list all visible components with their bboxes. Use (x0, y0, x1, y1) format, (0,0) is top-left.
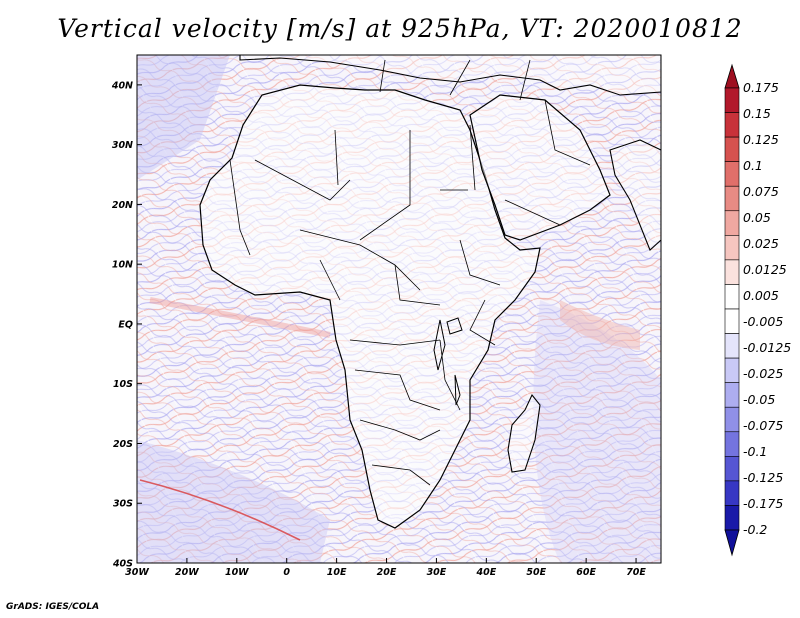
colorbar-label: -0.2 (743, 522, 767, 537)
colorbar-swatch (724, 259, 740, 285)
x-tick-label: 40E (475, 567, 496, 578)
colorbar-swatch (724, 456, 740, 482)
x-tick-label: 60E (576, 567, 596, 578)
colorbar-top-arrow (724, 63, 740, 89)
x-tick-label: 20E (377, 567, 397, 578)
y-axis: 40S 30S 20S 10S EQ 10N 20N 30N 40N (111, 80, 142, 570)
country-borders (229, 59, 591, 486)
colorbar-label: 0.075 (743, 184, 779, 199)
x-tick-label: 0 (283, 567, 290, 578)
colorbar-swatch (724, 480, 740, 506)
colorbar-swatch (724, 406, 740, 433)
colorbar-bottom-arrow (724, 529, 740, 557)
colorbar-label: 0.15 (743, 106, 771, 121)
x-tick-label: 10W (225, 567, 249, 578)
plot-frame (136, 54, 662, 564)
plot-area (137, 55, 661, 563)
y-tick-label: 40S (112, 559, 133, 570)
x-tick-label: 50E (526, 567, 546, 578)
colorbar-swatch (724, 87, 740, 113)
y-tick-label: 40N (111, 80, 133, 91)
colorbar-label: 0.05 (743, 210, 771, 225)
lake-tanganyika (433, 319, 446, 371)
india-landmass (609, 139, 661, 251)
y-tick-label: 30S (113, 499, 133, 510)
colorbar-label: -0.175 (743, 496, 783, 511)
x-tick-label: 70E (626, 567, 646, 578)
x-axis: 30W 20W 10W 0 10E 20E 30E 40E 50E 60E 70E (125, 558, 646, 578)
colorbar-swatch (724, 284, 740, 310)
madagascar-landmass (507, 393, 541, 473)
colorbar-swatch (724, 185, 740, 212)
colorbar-swatch (724, 333, 740, 359)
grads-credit: GrADS: IGES/COLA (6, 602, 100, 612)
y-tick-label: 10N (112, 260, 133, 271)
y-tick-label: 10S (113, 379, 133, 390)
colorbar-label: -0.05 (743, 392, 775, 407)
y-tick-label: 20N (112, 200, 133, 211)
colorbar-label: -0.075 (743, 418, 783, 433)
lake-malawi (454, 374, 461, 406)
x-tick-label: 10E (327, 567, 347, 578)
colorbar-swatch (724, 112, 740, 138)
colorbar-label: -0.025 (743, 366, 783, 381)
colorbar-swatch (724, 210, 740, 236)
y-tick-label: 30N (112, 140, 133, 151)
colorbar-label: -0.1 (743, 444, 767, 459)
colorbar-swatch (724, 357, 740, 383)
colorbar-swatch (724, 161, 740, 187)
colorbar-label: 0.0125 (743, 262, 787, 277)
colorbar-swatch (724, 136, 740, 162)
colorbar-label: 0.175 (743, 80, 779, 95)
x-tick-label: 30W (125, 567, 149, 578)
colorbar-swatch (724, 431, 740, 457)
y-tick-label: 20S (113, 439, 133, 450)
lake-victoria (446, 317, 463, 335)
colorbar-swatch (724, 505, 740, 531)
colorbar-swatch (724, 382, 740, 408)
x-tick-label: 30E (427, 567, 447, 578)
colorbar-swatch (724, 235, 740, 261)
colorbar-swatch (724, 308, 740, 334)
y-tick-label: EQ (118, 319, 133, 330)
colorbar-label: 0.1 (743, 158, 763, 173)
chart-title: Vertical velocity [m/s] at 925hPa, VT: 2… (57, 14, 743, 43)
europe-landmass (239, 55, 661, 96)
colorbar-label: -0.125 (743, 470, 783, 485)
colorbar-label: 0.005 (743, 288, 779, 303)
colorbar-label: -0.005 (743, 314, 783, 329)
colorbar-label: 0.025 (743, 236, 779, 251)
africa-landmass (199, 84, 541, 529)
colorbar-label: 0.125 (743, 132, 779, 147)
colorbar: 0.175 0.15 0.125 0.1 0.075 0.05 0.025 0.0125 0.0… (724, 63, 791, 557)
colorbar-label: -0.0125 (743, 340, 791, 355)
x-tick-label: 20W (175, 567, 199, 578)
